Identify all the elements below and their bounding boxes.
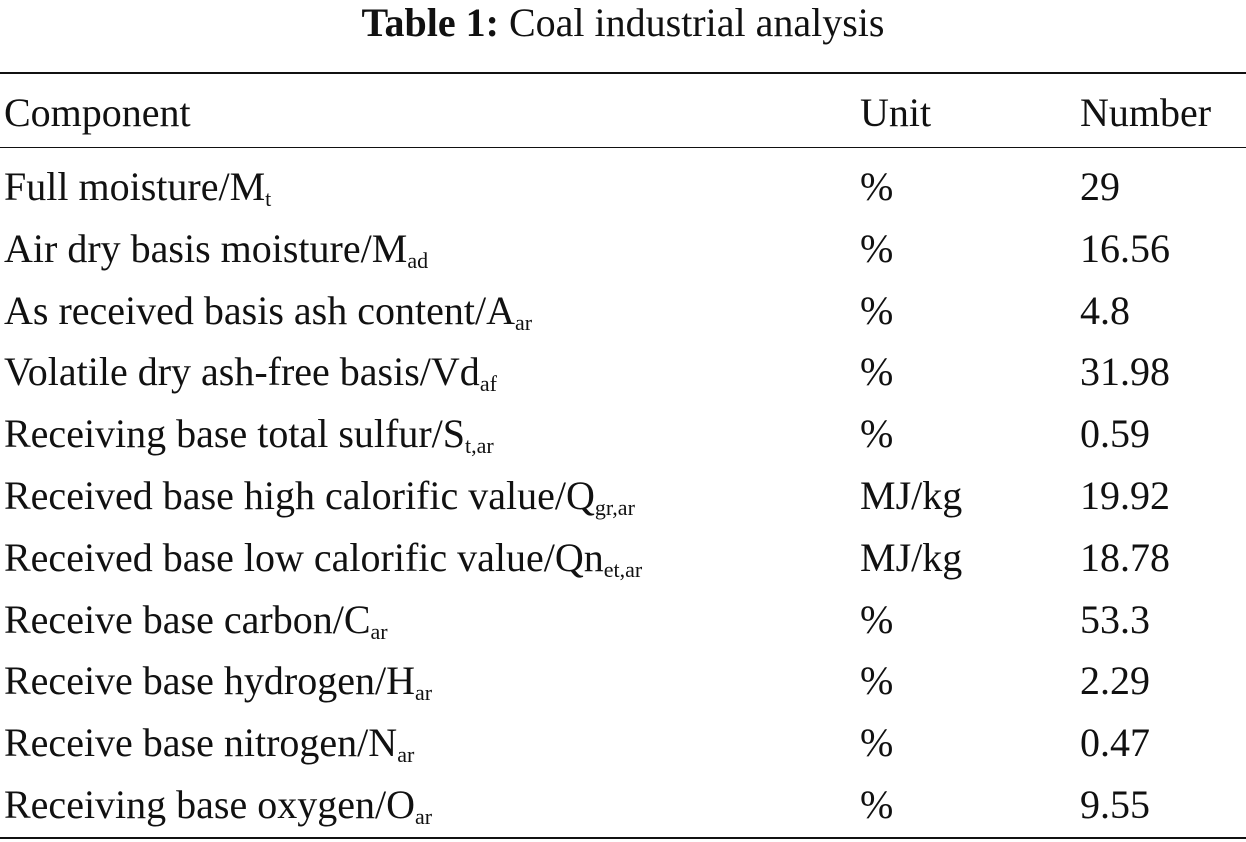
component-subscript: t — [265, 186, 272, 211]
component-cell: Received base low calorific value/Qnet,a… — [4, 527, 642, 589]
number-cell: 53.3 — [1080, 596, 1150, 642]
top-rule — [0, 72, 1246, 74]
table-row: Full moisture/Mt% 29 — [0, 156, 1246, 218]
table-row: Air dry basis moisture/Mad% 16.56 — [0, 218, 1246, 280]
component-subscript: af — [479, 371, 497, 397]
component-subscript: ar — [370, 618, 388, 644]
component-text: Air dry basis moisture/M — [4, 225, 408, 271]
number-cell: 19.92 — [1080, 473, 1170, 518]
component-text: Received base high calorific value/Q — [4, 473, 595, 518]
unit-cell: % — [860, 164, 894, 209]
number-cell: 16.56 — [1080, 225, 1170, 271]
unit-cell: % — [860, 596, 894, 642]
number-cell: 2.29 — [1080, 658, 1150, 704]
component-text: Receive base nitrogen/N — [4, 720, 398, 766]
component-cell: Receive base hydrogen/Har — [4, 650, 432, 712]
component-text: Receive base hydrogen/H — [4, 658, 415, 704]
table-row: As received basis ash content/Aar% 4.8 — [0, 280, 1246, 342]
unit-cell: % — [860, 225, 894, 271]
header-rule — [0, 147, 1246, 148]
component-text: Receiving base total sulfur/S — [4, 411, 466, 457]
bottom-rule — [0, 837, 1246, 839]
number-cell: 9.55 — [1080, 782, 1150, 827]
title-text: Coal industrial analysis — [508, 0, 885, 45]
component-subscript: gr,ar — [594, 495, 635, 520]
unit-cell: MJ/kg — [860, 534, 963, 580]
header-cell: Unit — [860, 90, 932, 135]
component-subscript: ar — [514, 309, 533, 335]
table-row: Receive base carbon/Car% 53.3 — [0, 589, 1246, 651]
component-text: Full moisture/M — [4, 164, 266, 209]
component-text: Received base low calorific value/Qn — [4, 534, 604, 580]
component-subscript: ar — [397, 742, 415, 768]
unit-cell: MJ/kg — [860, 473, 963, 518]
table-row: Received base low calorific value/Qnet,a… — [0, 527, 1246, 589]
component-subscript: et,ar — [603, 556, 643, 582]
table-row: Receive base nitrogen/Nar% 0.47 — [0, 712, 1246, 774]
component-text: Receiving base oxygen/O — [4, 782, 415, 827]
title-label: Table 1: — [361, 0, 499, 45]
component-cell: Received base high calorific value/Qgr,a… — [4, 465, 635, 527]
component-cell: Receiving base total sulfur/St,ar — [4, 403, 494, 465]
component-text: Receive base carbon/C — [4, 596, 371, 642]
number-cell: 31.98 — [1080, 349, 1170, 395]
header-row: Component Unit Number — [0, 82, 1246, 144]
component-subscript: ar — [414, 680, 433, 706]
table-row: Receiving base total sulfur/St,ar% 0.59 — [0, 403, 1246, 465]
number-cell: 18.78 — [1080, 534, 1170, 580]
table-row: Receive base hydrogen/Har% 2.29 — [0, 650, 1246, 712]
table-title: Table 1: Coal industrial analysis — [0, 0, 1246, 46]
header-cell: Number — [1080, 90, 1212, 135]
header-cell: Component — [4, 90, 191, 135]
unit-cell: % — [860, 720, 894, 766]
number-cell: 4.8 — [1080, 287, 1130, 333]
component-cell: Receiving base oxygen/Oar — [4, 774, 432, 836]
component-cell: Receive base carbon/Car — [4, 589, 388, 651]
component-cell: Receive base nitrogen/Nar — [4, 712, 414, 774]
table-row: Receiving base oxygen/Oar% 9.55 — [0, 774, 1246, 836]
unit-cell: % — [860, 658, 894, 704]
component-text: Volatile dry ash-free basis/Vd — [4, 349, 480, 395]
component-cell: Air dry basis moisture/Mad — [4, 218, 428, 280]
component-subscript: ad — [407, 247, 429, 273]
number-cell: 29 — [1080, 164, 1120, 209]
unit-cell: % — [860, 287, 894, 333]
component-cell: Full moisture/Mt — [4, 156, 271, 218]
component-cell: As received basis ash content/Aar — [4, 280, 532, 342]
component-subscript: t,ar — [465, 433, 494, 459]
component-cell: Volatile dry ash-free basis/Vdaf — [4, 341, 497, 403]
number-cell: 0.47 — [1080, 720, 1150, 766]
component-subscript: ar — [415, 804, 433, 829]
number-cell: 0.59 — [1080, 411, 1150, 457]
unit-cell: % — [860, 349, 894, 395]
unit-cell: % — [860, 782, 894, 827]
table-row: Received base high calorific value/Qgr,a… — [0, 465, 1246, 527]
table-row: Volatile dry ash-free basis/Vdaf% 31.98 — [0, 341, 1246, 403]
component-text: As received basis ash content/A — [4, 287, 515, 333]
unit-cell: % — [860, 411, 894, 457]
